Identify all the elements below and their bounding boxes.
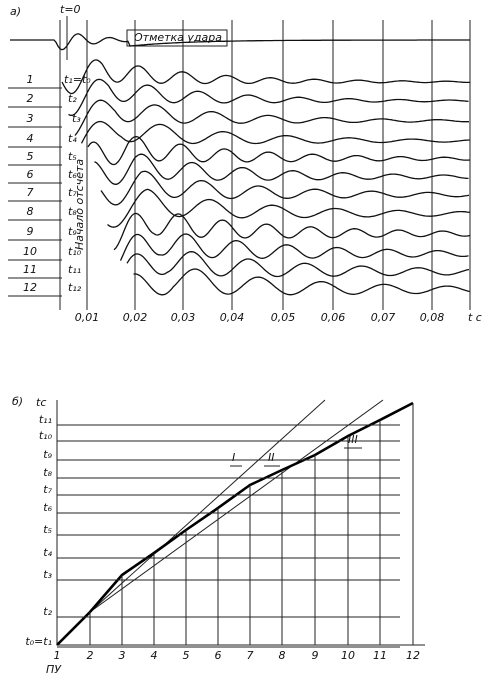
x-tick-label: 0,01 xyxy=(75,311,100,324)
trace xyxy=(80,120,470,145)
time-label: t₄ xyxy=(68,132,77,145)
panel-label: а) xyxy=(10,5,21,18)
y-tick-label: t₇ xyxy=(43,483,52,496)
y-tick-label: t₁₀ xyxy=(39,429,53,442)
x-tick-label: 3 xyxy=(119,649,126,662)
impact-box xyxy=(126,29,228,47)
panel-label: б) xyxy=(12,395,23,408)
y-tick-label: t₁₁ xyxy=(39,413,52,426)
x-tick-label: 11 xyxy=(373,649,387,662)
time-label: t₃ xyxy=(72,112,81,125)
trace xyxy=(74,99,469,136)
y-tick-label: t₂ xyxy=(43,605,52,618)
y-tick-label: t₃ xyxy=(43,568,52,581)
x-unit: ПУ xyxy=(46,663,62,676)
y-unit: tc xyxy=(36,396,46,409)
line-label: I xyxy=(232,451,235,464)
x-tick-label: 8 xyxy=(279,649,286,662)
time-label: t₆ xyxy=(68,168,77,181)
x-tick-label: 0,08 xyxy=(420,311,445,324)
time-label: t₂ xyxy=(68,92,77,105)
y-tick-label: t₀=t₁ xyxy=(25,635,52,648)
line-label: II xyxy=(268,451,275,464)
x-tick-label: 0,03 xyxy=(171,311,196,324)
start-label: Начало отсчета xyxy=(73,159,86,250)
channel-label: 3 xyxy=(27,112,34,125)
x-tick-label: 0,04 xyxy=(220,311,245,324)
time-label: t₁₂ xyxy=(68,281,82,294)
t-zero: t=0 xyxy=(60,3,81,16)
trace xyxy=(126,251,470,278)
x-tick-label: 2 xyxy=(87,649,94,662)
impact-mark: Отметка удара xyxy=(134,31,222,44)
trace xyxy=(61,59,470,95)
channel-label: 2 xyxy=(27,92,34,105)
trace xyxy=(68,78,469,116)
trace xyxy=(100,170,470,206)
trace xyxy=(94,153,469,185)
trace xyxy=(87,135,471,166)
line-iii xyxy=(56,401,414,646)
x-tick-label: 0,06 xyxy=(321,311,346,324)
line-i xyxy=(89,399,326,613)
x-tick-label: 5 xyxy=(183,649,190,662)
time-label: t₅ xyxy=(68,150,77,163)
trace xyxy=(113,212,471,251)
channel-label: 1 xyxy=(27,73,34,86)
y-tick-label: t₉ xyxy=(43,448,52,461)
axes xyxy=(56,400,425,646)
trace xyxy=(133,268,470,296)
trace xyxy=(119,233,469,261)
x-tick-label: 7 xyxy=(247,649,254,662)
channel-label: 7 xyxy=(27,186,34,199)
channel-label: 10 xyxy=(23,245,37,258)
x-tick-label: 12 xyxy=(406,649,420,662)
y-tick-label: t₄ xyxy=(43,546,52,559)
x-tick-label: 6 xyxy=(215,649,222,662)
trace xyxy=(10,33,470,51)
time-label: t₉ xyxy=(68,225,77,238)
x-tick-label: 10 xyxy=(341,649,355,662)
x-tick-label: 0,05 xyxy=(271,311,296,324)
line-ii xyxy=(89,399,384,613)
x-tick-label: 0,02 xyxy=(123,311,148,324)
x-unit: t c xyxy=(468,311,482,324)
x-tick-label: 1 xyxy=(54,649,61,662)
channel-label: 4 xyxy=(27,132,34,145)
channel-label: 9 xyxy=(27,225,34,238)
line-label: III xyxy=(348,433,358,446)
x-tick-label: 0,07 xyxy=(371,311,396,324)
x-tick-label: 9 xyxy=(312,649,319,662)
channel-label: 8 xyxy=(27,205,34,218)
time-label: t₁₀ xyxy=(68,245,82,258)
time-label: t₁₁ xyxy=(68,263,81,276)
time-label: t₇ xyxy=(68,186,77,199)
channel-label: 11 xyxy=(23,263,37,276)
channel-label: 12 xyxy=(23,281,37,294)
channel-label: 6 xyxy=(27,168,34,181)
y-tick-label: t₈ xyxy=(43,466,52,479)
y-tick-label: t₅ xyxy=(43,523,52,536)
time-label: t₁=t₀ xyxy=(64,73,91,86)
trace xyxy=(107,188,470,228)
x-tick-label: 4 xyxy=(151,649,158,662)
y-tick-label: t₆ xyxy=(43,501,52,514)
channel-label: 5 xyxy=(27,150,34,163)
time-label: t₈ xyxy=(68,205,77,218)
